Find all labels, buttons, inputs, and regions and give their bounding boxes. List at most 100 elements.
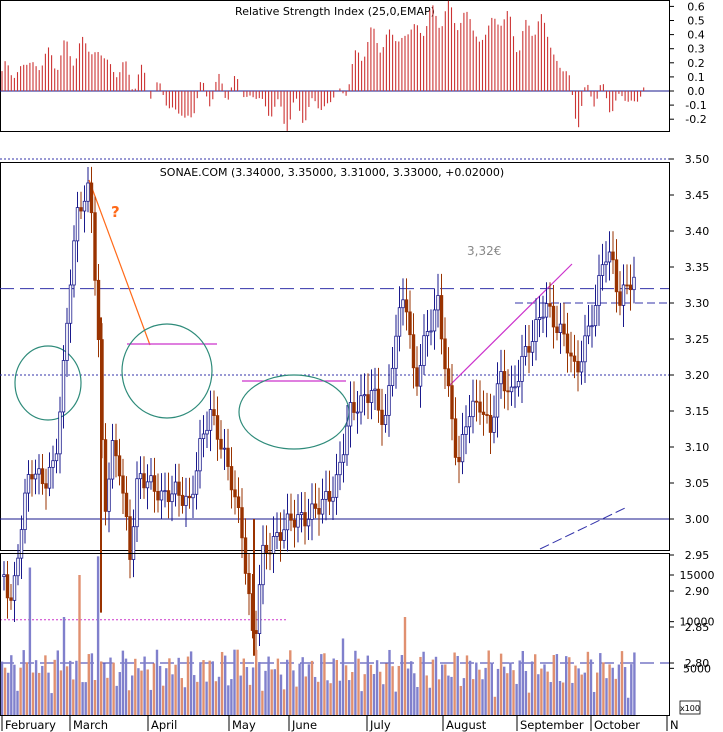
volume-bar (413, 673, 416, 715)
candle-body (222, 447, 227, 450)
volume-bar (379, 671, 382, 715)
volume-bar (242, 658, 245, 715)
volume-bar (261, 690, 264, 715)
volume-bar (571, 682, 574, 715)
candle-body (166, 490, 171, 503)
price-annotations (14, 179, 626, 550)
candle-body (264, 544, 269, 554)
candle-body (19, 529, 24, 559)
candle-body (275, 532, 279, 537)
volume-bar (149, 689, 152, 715)
volume-bar (422, 651, 425, 715)
candle-body (194, 470, 199, 495)
candle-body (180, 494, 185, 506)
candle-body (5, 574, 10, 599)
volume-bar (475, 662, 478, 715)
volume-bar (444, 664, 447, 715)
candle-body (2, 574, 6, 578)
candle-body (376, 388, 381, 411)
price-tick-label: 2.90 (685, 585, 710, 598)
volume-bar (233, 649, 236, 715)
candle-body (464, 426, 468, 435)
volume-bar (630, 664, 633, 715)
volume-bar (177, 657, 180, 715)
volume-bar (326, 680, 329, 715)
price-tick-label: 3.35 (685, 261, 710, 274)
volume-bar (456, 655, 459, 715)
candle-body (156, 490, 160, 501)
volume-bar (205, 681, 208, 715)
candle-body (58, 411, 62, 455)
candle-body (523, 346, 528, 357)
candle-body (590, 325, 594, 328)
month-label: March (73, 718, 108, 732)
price-title: SONAE.COM (3.34000, 3.35000, 3.31000, 3.… (160, 166, 504, 179)
volume-bar (472, 679, 475, 715)
candle-body (233, 489, 237, 498)
candle-body (212, 409, 216, 416)
candle-body (208, 409, 213, 431)
volume-bar (329, 683, 332, 715)
volume-bar (627, 697, 630, 715)
candle-body (611, 251, 615, 261)
volume-bar (605, 678, 608, 715)
rsi-tick-label: 0.4 (687, 29, 705, 42)
candle-body (131, 526, 136, 560)
candle-body (597, 275, 601, 306)
volume-bar (118, 672, 121, 715)
volume-bar (382, 684, 385, 715)
candle-body (96, 279, 101, 340)
question-annotation: ? (111, 203, 120, 221)
candle-body (9, 597, 13, 601)
candle-body (446, 368, 451, 387)
volume-bar (419, 656, 422, 715)
volume-bar (131, 675, 134, 715)
volume-bar (332, 658, 335, 715)
volume-bar (478, 669, 481, 715)
candle-body (478, 401, 482, 413)
volume-bar (543, 664, 546, 715)
candle-body (390, 367, 395, 386)
volume-bar (524, 670, 528, 715)
volume-bar (112, 662, 115, 715)
volume-bar (38, 672, 41, 715)
candle-body (460, 434, 465, 463)
volume-bar (344, 665, 348, 715)
volume-panel-frame (0, 553, 670, 716)
price-tick-label: 3.45 (685, 189, 710, 202)
rsi-tick-label: 0.3 (687, 43, 705, 56)
volume-bar (310, 660, 314, 715)
volume-bar (589, 659, 593, 715)
volume-bar (416, 686, 419, 715)
rsi-tick-label: 0.2 (687, 57, 705, 70)
candle-body (352, 402, 356, 413)
candle-body (334, 474, 339, 498)
month-axis: February March April May June July August Septe… (1, 716, 679, 732)
candle-body (366, 394, 370, 403)
candle-body (625, 284, 629, 287)
candle-body (359, 395, 363, 413)
volume-bar (583, 672, 586, 715)
candle-body (579, 361, 584, 373)
volume-bar (143, 656, 146, 715)
volume-bar (580, 674, 583, 715)
volume-bar (320, 654, 323, 715)
volume-bar (338, 680, 342, 715)
candle-body (558, 323, 563, 333)
candle-body (418, 365, 423, 387)
volume-bar (323, 653, 326, 715)
candle-body (397, 307, 402, 337)
candle-body (509, 386, 514, 393)
candle-body (236, 496, 241, 509)
candle-body (401, 299, 405, 309)
price-tick-label: 3.05 (685, 477, 710, 490)
volume-bar (403, 617, 407, 715)
candle-body (331, 496, 335, 502)
volume-bar (611, 667, 614, 715)
volume-bar (146, 669, 149, 715)
volume-scale-label: x100 (680, 704, 700, 713)
volume-bar (19, 667, 22, 715)
volume-bar (155, 649, 159, 715)
volume-bar (468, 660, 472, 715)
volume-bar (602, 662, 605, 715)
